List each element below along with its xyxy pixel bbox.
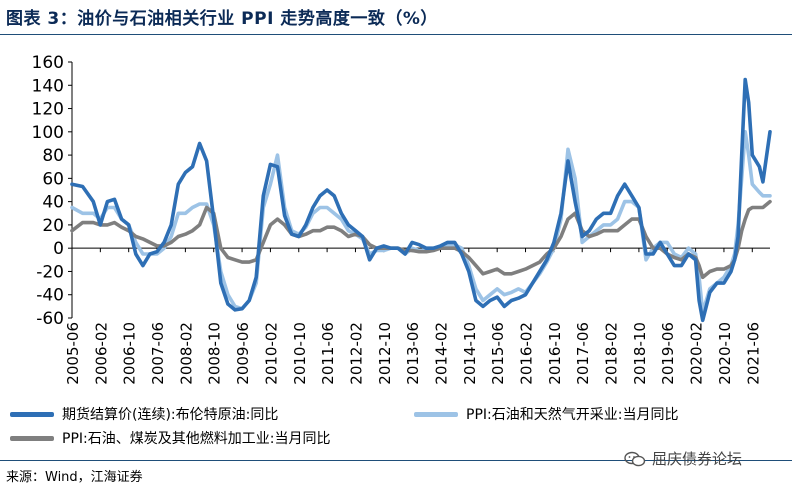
series-line-0 — [70, 77, 772, 323]
legend-label-fuel-ppi: PPI:石油、煤炭及其他燃料加工业:当月同比 — [62, 431, 331, 447]
legend-label-oil-gas-ppi: PPI:石油和天然气开采业:当月同比 — [466, 407, 679, 423]
x-tick-label: 2011-06 — [319, 322, 337, 385]
legend-swatch-oil-gas-ppi — [414, 411, 458, 417]
x-tick-label: 2007-06 — [149, 322, 167, 385]
watermark: 屈庆债券论坛 — [624, 448, 742, 469]
legend-swatch-fuel-ppi — [10, 435, 54, 441]
y-tick-label: -20 — [36, 262, 64, 282]
x-tick-label: 2018-10 — [631, 322, 649, 385]
x-tick-label: 2020-02 — [688, 322, 706, 385]
series-line-2 — [70, 199, 772, 280]
x-tick-label: 2012-10 — [376, 322, 394, 385]
y-tick-label: 40 — [42, 193, 64, 213]
y-tick-label: 0 — [53, 239, 64, 259]
legend-item-fuel-ppi: PPI:石油、煤炭及其他燃料加工业:当月同比 — [10, 428, 330, 448]
x-tick-label: 2015-06 — [489, 322, 507, 385]
x-tick-label: 2016-10 — [546, 322, 564, 385]
x-tick-label: 2010-02 — [262, 322, 280, 385]
y-tick-label: 60 — [42, 169, 64, 189]
x-tick-label: 2009-06 — [234, 322, 252, 385]
wechat-icon — [624, 451, 646, 466]
series-line-1 — [70, 130, 772, 314]
x-tick-label: 2017-06 — [574, 322, 592, 385]
x-tick-label: 2006-10 — [121, 322, 139, 385]
legend-swatch-brent — [10, 411, 54, 417]
y-tick-label: 120 — [32, 100, 64, 120]
title-rule — [0, 34, 792, 35]
x-tick-label: 2018-02 — [603, 322, 621, 385]
y-tick-label: 140 — [32, 76, 64, 96]
chart-title: 图表 3：油价与石油相关行业 PPI 走势高度一致（%） — [6, 9, 438, 29]
y-tick-label: 20 — [42, 216, 64, 236]
y-tick-label: 80 — [42, 146, 64, 166]
legend-item-oil-gas-ppi: PPI:石油和天然气开采业:当月同比 — [414, 404, 678, 424]
x-tick-label: 2008-02 — [177, 322, 195, 385]
x-tick-label: 2014-10 — [461, 322, 479, 385]
legend-item-brent: 期货结算价(连续):布伦特原油:同比 — [10, 404, 278, 424]
x-tick-label: 2021-06 — [744, 322, 762, 385]
x-tick-label: 2012-02 — [347, 322, 365, 385]
y-tick-label: 100 — [32, 123, 64, 143]
y-axis: -60 -40 -20 0 20 40 60 80 100 120 140 160 — [32, 53, 73, 329]
x-tick-label: 2020-10 — [716, 322, 734, 385]
footer-rule — [0, 460, 792, 461]
x-tick-label: 2006-02 — [92, 322, 110, 385]
watermark-text: 屈庆债券论坛 — [652, 450, 743, 468]
y-tick-label: -60 — [36, 309, 64, 329]
x-tick-label: 2014-02 — [432, 322, 450, 385]
x-tick-label: 2013-06 — [404, 322, 422, 385]
series-layer — [70, 77, 772, 323]
x-tick-label: 2005-06 — [64, 322, 82, 385]
x-tick-label: 2016-02 — [518, 322, 536, 385]
x-axis: 2005-06 2006-02 2006-10 2007-06 2008-02 2008-… — [64, 247, 770, 385]
legend-label-brent: 期货结算价(连续):布伦特原油:同比 — [62, 407, 279, 423]
x-tick-label: 2019-06 — [659, 322, 677, 385]
y-tick-label: -40 — [36, 286, 64, 306]
x-tick-label: 2008-10 — [206, 322, 224, 385]
y-tick-label: 160 — [32, 53, 64, 73]
source-note: 来源：Wind，江海证券 — [6, 470, 143, 485]
x-tick-label: 2010-10 — [291, 322, 309, 385]
